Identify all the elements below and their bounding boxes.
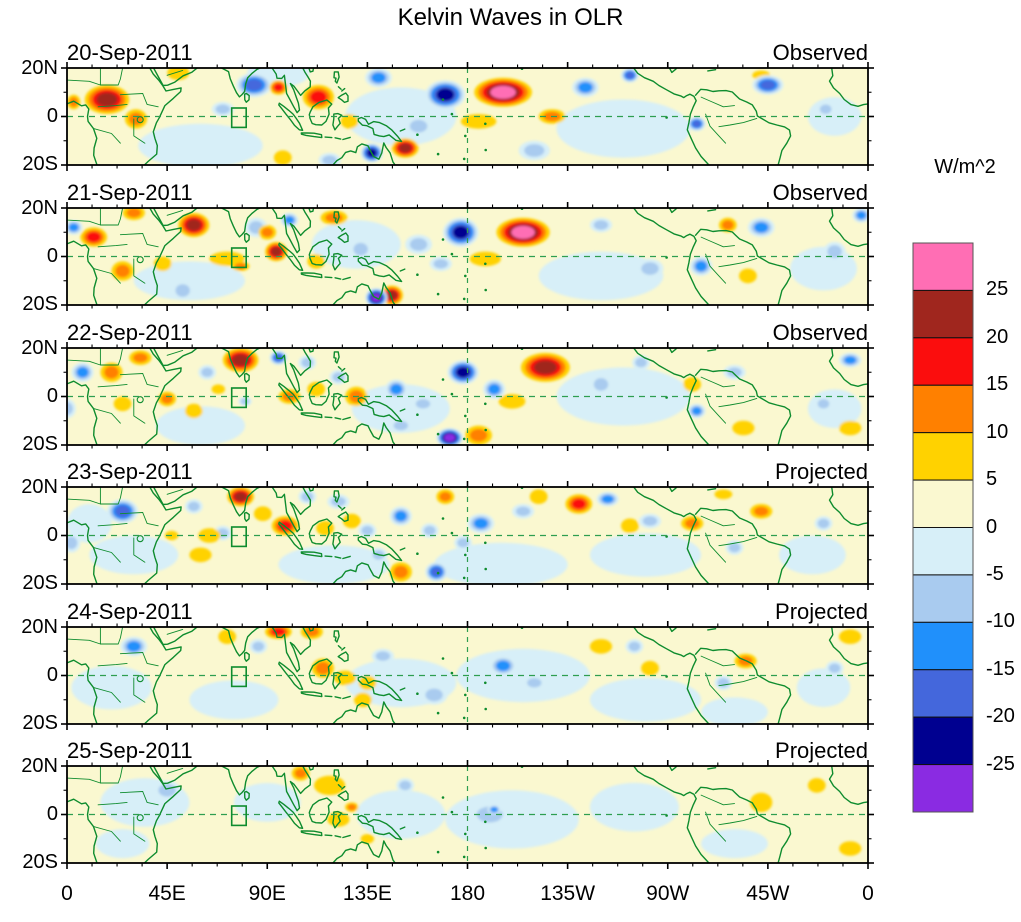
panel-type-label: Projected [775, 599, 868, 624]
x-tick-label: 45W [746, 882, 790, 905]
y-tick-label: 20S [22, 153, 58, 175]
target-region-box [230, 666, 247, 688]
panel-date-label: 25-Sep-2011 [67, 738, 193, 763]
y-tick-label: 0 [46, 664, 58, 686]
x-tick-label: 90E [248, 882, 286, 905]
colorbar-tick-label: -5 [986, 562, 1004, 585]
x-tick-label: 135W [540, 882, 596, 905]
x-tick-label: 135E [342, 882, 392, 905]
map-panel-6 [61, 760, 874, 869]
panel-type-label: Observed [772, 40, 868, 65]
colorbar-tick-label: 10 [986, 420, 1009, 443]
x-tick-label: 45E [148, 882, 186, 905]
colorbar-tick-label: 15 [986, 373, 1009, 396]
colorbar-tick-label: 0 [986, 515, 998, 538]
panel-date-label: 22-Sep-2011 [67, 320, 193, 345]
target-region-box [230, 387, 247, 409]
panel-type-label: Observed [772, 320, 868, 345]
y-tick-label: 20S [22, 293, 58, 315]
target-region-box [230, 526, 247, 548]
y-tick-label: 0 [46, 524, 58, 546]
panel-type-label: Observed [772, 180, 868, 205]
panel-date-label: 21-Sep-2011 [67, 180, 193, 205]
y-tick-label: 20N [21, 755, 58, 777]
y-tick-label: 20N [21, 197, 58, 219]
target-region-box [230, 805, 247, 827]
y-tick-label: 0 [46, 105, 58, 127]
y-tick-label: 0 [46, 385, 58, 407]
y-tick-label: 20S [22, 712, 58, 734]
colorbar-units-label: W/m^2 [934, 156, 996, 178]
panel-type-label: Projected [775, 738, 868, 763]
map-panel-3 [61, 342, 874, 451]
x-tick-label: 0 [61, 882, 73, 905]
y-tick-label: 20N [21, 616, 58, 638]
map-panel-5 [61, 621, 874, 730]
x-tick-label: 0 [862, 882, 874, 905]
y-tick-label: 20S [22, 851, 58, 873]
y-tick-label: 20N [21, 57, 58, 79]
y-tick-label: 20N [21, 476, 58, 498]
colorbar-scale [912, 242, 974, 813]
colorbar-tick-label: 5 [986, 468, 998, 491]
colorbar-tick-label: -25 [986, 752, 1015, 775]
colorbar-tick-label: -15 [986, 657, 1015, 680]
map-panel-1 [61, 62, 874, 171]
figure-title: Kelvin Waves in OLR [397, 4, 624, 31]
colorbar-tick-label: 20 [986, 325, 1009, 348]
colorbar-tick-label: -20 [986, 705, 1015, 728]
colorbar-tick-label: 25 [986, 278, 1009, 301]
y-tick-label: 20S [22, 433, 58, 455]
x-tick-label: 90W [646, 882, 690, 905]
y-tick-label: 0 [46, 245, 58, 267]
panel-type-label: Projected [775, 459, 868, 484]
x-tick-label: 180 [449, 882, 486, 905]
y-tick-label: 0 [46, 803, 58, 825]
map-panel-4 [61, 481, 874, 590]
panel-date-label: 24-Sep-2011 [67, 599, 193, 624]
y-tick-label: 20S [22, 572, 58, 594]
target-region-box [230, 107, 247, 129]
colorbar-tick-label: -10 [986, 610, 1015, 633]
panel-date-label: 23-Sep-2011 [67, 459, 193, 484]
panel-date-label: 20-Sep-2011 [67, 40, 193, 65]
target-region-box [230, 247, 247, 269]
map-panel-2 [61, 202, 874, 311]
y-tick-label: 20N [21, 337, 58, 359]
